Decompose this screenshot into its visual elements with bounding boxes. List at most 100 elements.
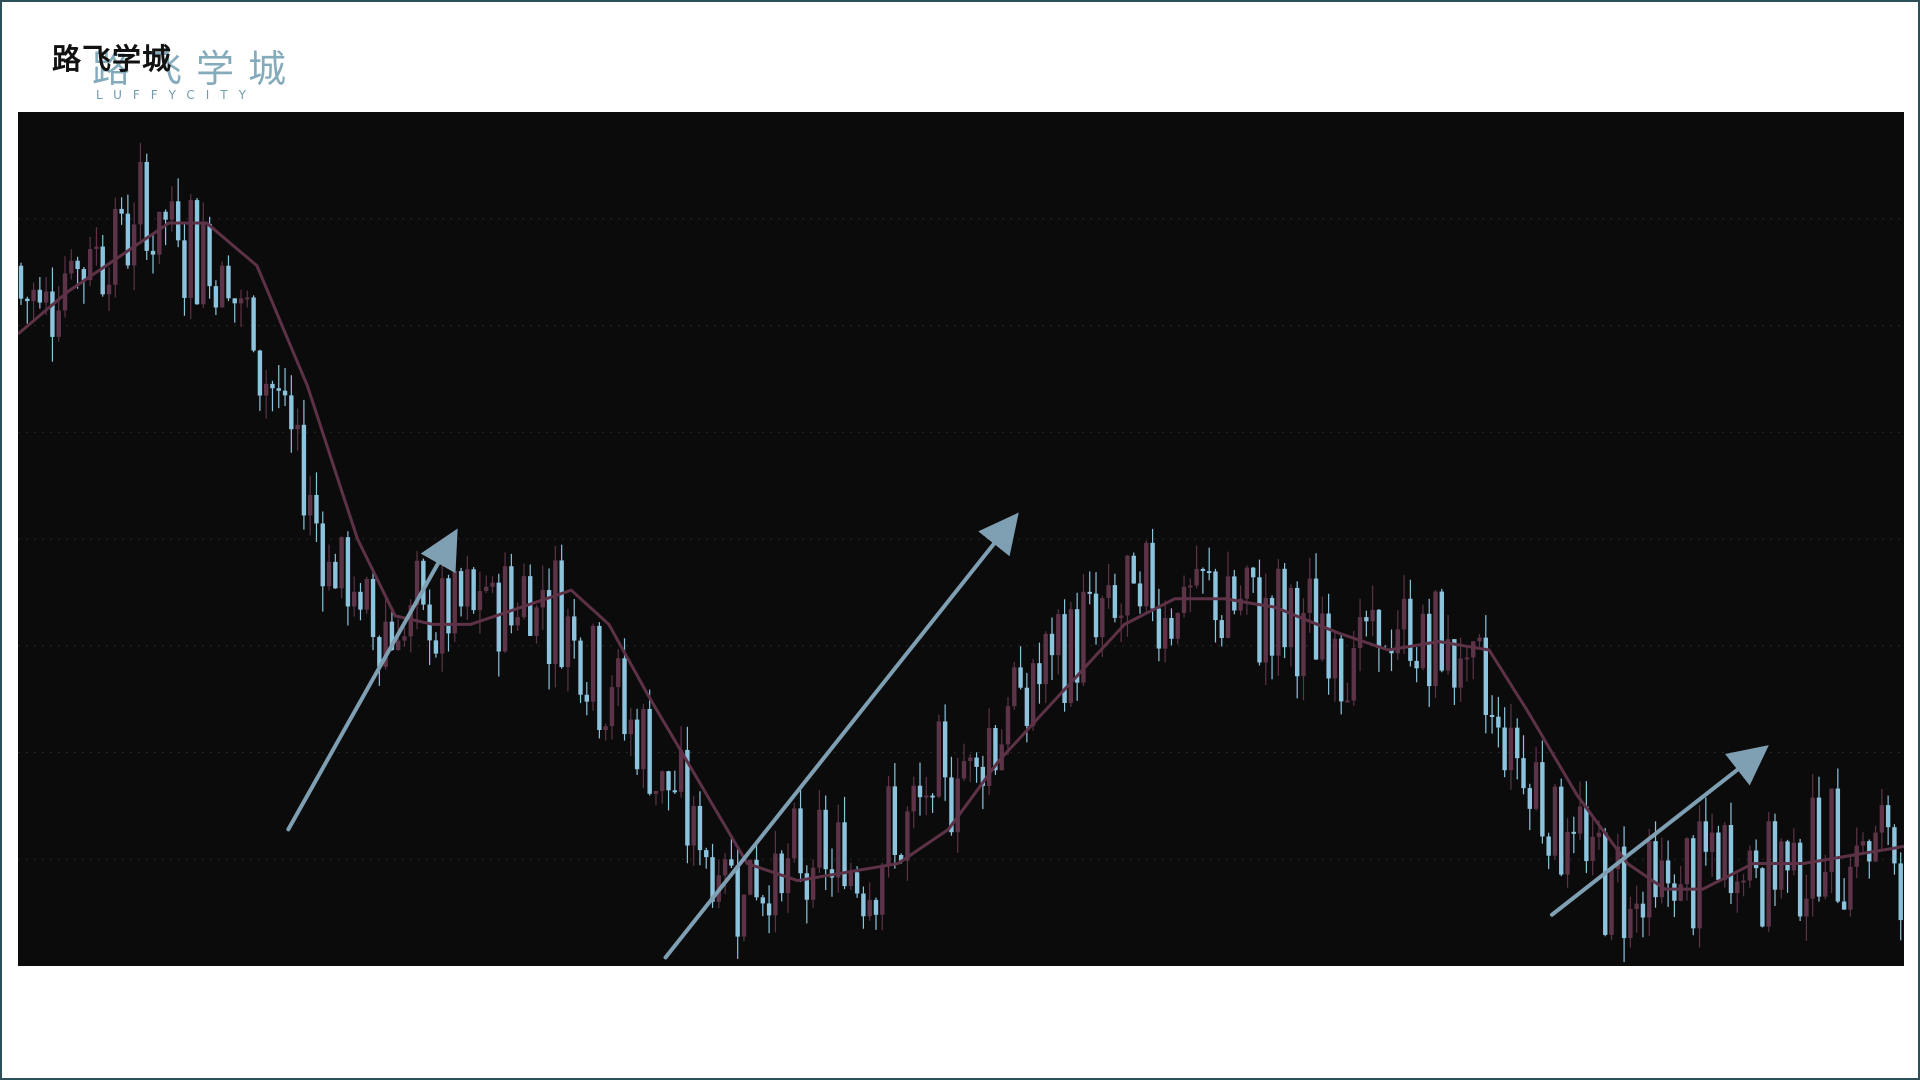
candle-body [1791,842,1797,871]
candle [1691,835,1696,936]
candle-body [1709,832,1715,852]
candle-body [949,777,954,833]
candle [974,752,979,783]
candle-body [1043,633,1048,685]
candle [641,703,646,788]
candle-body [1458,658,1463,688]
candle [917,762,923,816]
candle [326,544,332,591]
candle-body [383,621,388,667]
candle-body [1037,663,1042,685]
candle [56,285,61,342]
candle [150,233,156,274]
candle [207,216,212,299]
candle [1628,896,1633,948]
candle [1546,832,1551,870]
candle-body [1125,555,1130,616]
candle [1735,873,1740,913]
candle-body [201,223,206,305]
candle-body [861,893,866,917]
candle [836,804,841,893]
candle [232,298,237,323]
candle-body [396,640,401,651]
candle-body [370,578,376,638]
candle [1433,589,1438,699]
trend-arrow [663,512,1019,960]
candle [1131,552,1136,584]
candle-body [1420,613,1426,669]
candle [540,565,545,630]
candle-body [87,248,93,281]
candle-body [666,771,671,791]
candle-body [1162,617,1168,649]
candle-body [678,749,684,792]
candle-body [1357,617,1363,648]
candle [678,726,684,798]
candle [1527,783,1532,831]
candle [1521,735,1526,795]
candle-body [263,383,269,396]
candle [1200,567,1206,594]
candle-body [207,223,212,287]
candle-body [1722,824,1727,880]
candle-body [94,246,99,249]
candle [1043,631,1048,703]
candle-body [1024,687,1030,726]
candle-body [69,260,74,274]
candle-body [848,872,854,887]
candle [1244,565,1250,615]
candle-body [1577,806,1583,834]
candle [1370,585,1375,637]
candle-body [1728,824,1734,894]
candle-body [238,298,244,304]
candle [339,536,344,599]
candle [125,194,131,269]
candle-body [1018,667,1023,688]
candle-body [56,310,61,337]
candle-body [1615,846,1621,870]
candle-body [748,859,753,895]
candle [1489,695,1495,734]
candle [1263,573,1268,685]
candle-body [182,240,187,298]
candle-body [1150,542,1155,609]
candle [1137,571,1143,614]
candle-body [1137,583,1143,607]
candle-body [364,578,369,610]
candle [1326,593,1331,695]
candle [1357,598,1363,672]
candle-body [961,761,967,779]
candle [307,475,313,536]
candle [238,289,244,328]
candle [1301,598,1306,701]
candle [1810,774,1815,917]
candle-body [1307,578,1312,613]
candle [867,882,872,921]
candle-body [1546,836,1551,856]
candle-body [175,201,181,241]
candle [584,682,589,716]
candle-body [955,778,960,833]
candle [936,714,942,799]
candle-body [1257,577,1262,663]
candle-body [1678,884,1683,901]
candle [1351,630,1356,706]
candle [458,567,464,617]
candle-body [817,809,822,868]
candle-body [389,621,395,651]
candle [144,153,149,261]
candle-body [113,208,118,285]
candle-body [270,383,275,389]
candle [1791,828,1797,876]
candle [722,853,728,894]
candle-body [578,640,583,695]
candle [427,589,432,666]
candle [1452,638,1457,705]
candle [1540,740,1545,844]
candle [245,290,250,308]
candle [1339,634,1344,715]
candle-body [590,625,596,702]
candle-body [1621,846,1627,939]
candle-body [930,795,935,798]
candle-body [905,811,910,861]
